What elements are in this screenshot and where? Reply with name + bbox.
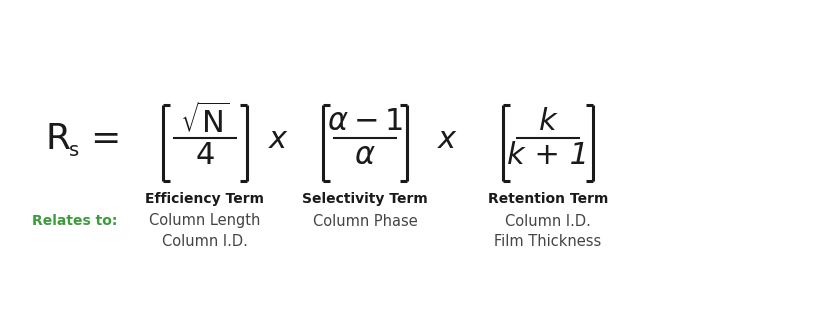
Text: s: s (69, 142, 79, 160)
Text: $\alpha$: $\alpha$ (354, 141, 375, 169)
Text: x: x (269, 124, 287, 154)
Text: 4: 4 (195, 141, 214, 169)
Text: Efficiency Term: Efficiency Term (146, 192, 264, 206)
Text: x: x (437, 124, 456, 154)
Text: Column Phase: Column Phase (313, 213, 417, 229)
Text: Column Length: Column Length (149, 213, 261, 229)
Text: Selectivity Term: Selectivity Term (302, 192, 428, 206)
Text: Relates to:: Relates to: (32, 214, 117, 228)
Text: R: R (45, 122, 70, 156)
Text: Column I.D.: Column I.D. (162, 234, 247, 248)
Text: Retention Term: Retention Term (487, 192, 608, 206)
Text: k + 1: k + 1 (506, 141, 588, 169)
Text: $\alpha - 1$: $\alpha - 1$ (327, 106, 403, 136)
Text: =: = (89, 122, 120, 156)
Text: $\sqrt{\mathrm{N}}$: $\sqrt{\mathrm{N}}$ (180, 103, 230, 139)
Text: k: k (538, 106, 556, 136)
Text: Column I.D.: Column I.D. (504, 213, 590, 229)
Text: Film Thickness: Film Thickness (494, 234, 601, 248)
